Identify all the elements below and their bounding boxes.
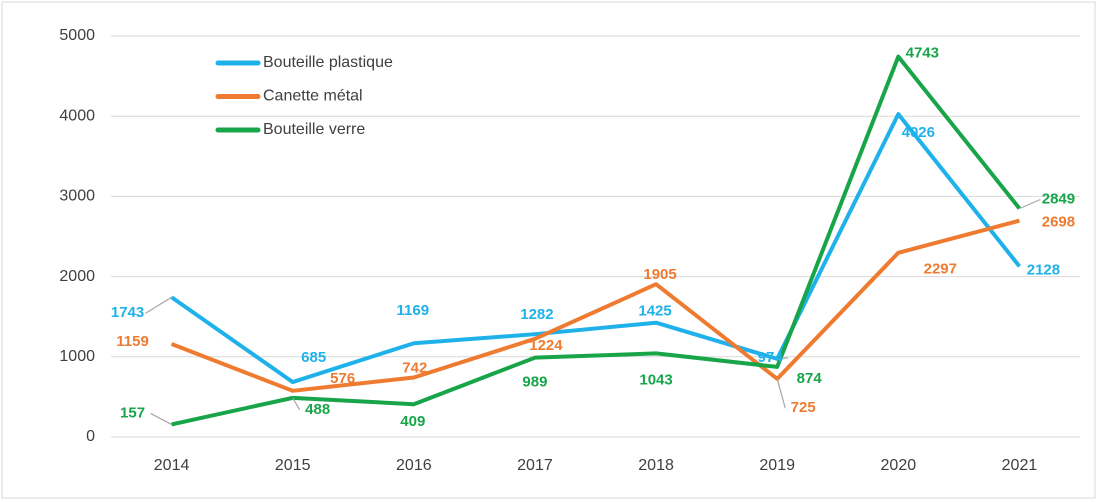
data-label: 2297 <box>924 261 957 278</box>
data-label: 874 <box>797 370 823 387</box>
legend-label: Canette métal <box>263 88 363 105</box>
data-label: 1282 <box>520 306 553 323</box>
x-tick-label: 2018 <box>638 457 674 474</box>
legend-label: Bouteille verre <box>263 121 365 138</box>
data-label: 1169 <box>397 302 430 319</box>
leader-line <box>292 397 301 411</box>
data-label: 1905 <box>643 266 676 283</box>
x-tick-label: 2016 <box>396 457 432 474</box>
data-label: 4026 <box>902 124 935 141</box>
leader-line <box>145 296 172 314</box>
data-label: 157 <box>120 404 145 421</box>
y-tick-label: 0 <box>86 428 95 445</box>
x-tick-label: 2021 <box>1002 457 1038 474</box>
data-label: 1159 <box>116 333 149 350</box>
data-label: 974 <box>758 349 784 366</box>
data-label: 409 <box>400 413 425 430</box>
data-label: 4743 <box>906 45 939 62</box>
x-tick-label: 2015 <box>275 457 311 474</box>
series-line <box>170 112 1022 385</box>
leader-line <box>776 378 786 409</box>
data-label: 685 <box>301 349 326 366</box>
y-tick-label: 1000 <box>59 348 95 365</box>
leader-line <box>1019 198 1041 210</box>
data-label: 1224 <box>529 337 563 354</box>
x-tick-label: 2017 <box>517 457 553 474</box>
series-line <box>170 218 1020 393</box>
leader-line <box>777 357 789 360</box>
x-tick-label: 2020 <box>881 457 917 474</box>
data-label: 488 <box>305 401 330 418</box>
data-label: 1043 <box>639 371 672 388</box>
data-label: 1743 <box>111 304 144 321</box>
data-label: 989 <box>522 374 547 391</box>
leader-line <box>150 412 172 425</box>
x-tick-label: 2014 <box>154 457 190 474</box>
data-label: 1425 <box>638 303 671 320</box>
y-tick-label: 5000 <box>59 27 95 44</box>
data-label: 576 <box>330 370 355 387</box>
y-tick-label: 4000 <box>59 107 95 124</box>
y-tick-label: 3000 <box>59 188 95 205</box>
data-label: 2849 <box>1042 190 1075 207</box>
x-tick-label: 2019 <box>759 457 795 474</box>
data-label: 742 <box>402 359 427 376</box>
legend-label: Bouteille plastique <box>263 54 393 71</box>
y-tick-label: 2000 <box>59 268 95 285</box>
data-label: 2128 <box>1027 261 1060 278</box>
data-label: 2698 <box>1042 214 1075 231</box>
data-label: 725 <box>791 399 816 416</box>
series-line <box>171 54 1022 427</box>
